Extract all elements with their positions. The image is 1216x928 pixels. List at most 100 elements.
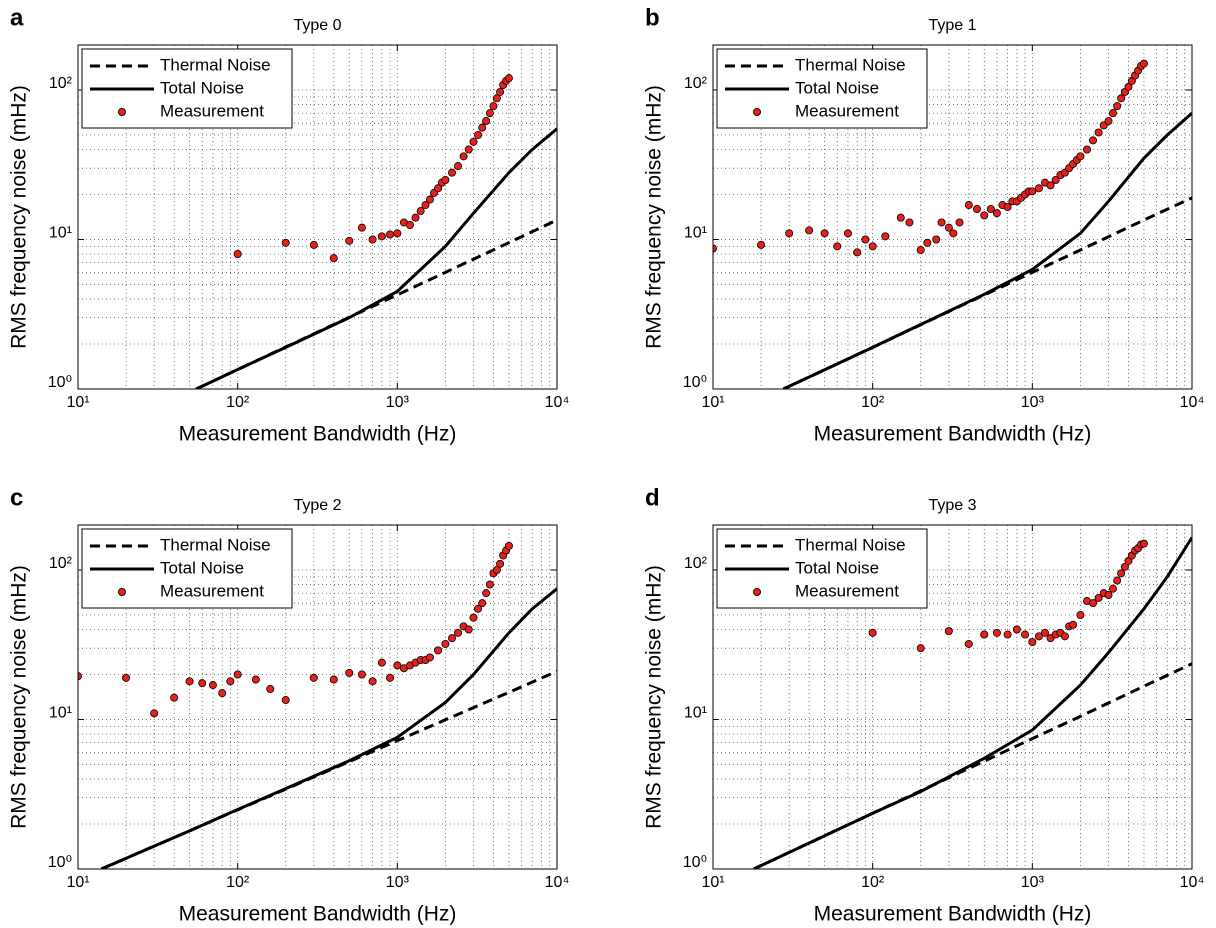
x-axis-label: Measurement Bandwidth (Hz) <box>814 423 1092 446</box>
data-point <box>1028 187 1037 196</box>
data-point <box>208 681 217 690</box>
data-point <box>1113 576 1122 585</box>
data-point <box>1120 562 1129 571</box>
legend-label: Thermal Noise <box>160 55 271 74</box>
data-point <box>1012 625 1021 634</box>
data-point <box>1089 136 1098 145</box>
data-point <box>1113 102 1122 111</box>
plot-content <box>195 74 557 389</box>
data-point <box>1139 59 1148 68</box>
panel-label: a <box>10 4 24 31</box>
data-point <box>853 248 862 257</box>
data-point <box>916 644 925 653</box>
data-point <box>345 236 354 245</box>
data-point <box>411 213 420 222</box>
data-point <box>905 218 914 227</box>
data-point <box>492 566 501 575</box>
data-point <box>448 168 457 177</box>
axes-frame <box>712 44 1193 390</box>
legend-marker <box>118 588 127 597</box>
noise-line <box>753 536 1192 869</box>
data-point <box>368 235 377 244</box>
x-tick-label: 10² <box>861 394 885 411</box>
data-point <box>482 117 491 126</box>
data-point <box>868 628 877 637</box>
data-point <box>251 675 260 684</box>
data-point <box>1051 176 1060 185</box>
data-point <box>1117 94 1126 103</box>
data-point <box>504 74 513 83</box>
data-point <box>896 213 905 222</box>
y-tick-label: 10⁰ <box>48 374 72 391</box>
data-point <box>309 240 318 249</box>
legend-marker <box>118 108 127 117</box>
data-point <box>377 232 386 241</box>
y-tick-label: 10² <box>49 555 73 572</box>
data-point <box>1021 630 1030 639</box>
data-point <box>357 223 366 232</box>
data-point <box>504 541 513 550</box>
y-axis-label: RMS frequency noise (mHz) <box>643 565 666 829</box>
legend-label: Thermal Noise <box>160 535 271 554</box>
data-point <box>421 201 430 210</box>
data-point <box>464 625 473 634</box>
data-point <box>489 102 498 111</box>
data-point <box>233 249 242 258</box>
data-point <box>820 229 829 238</box>
x-axis-label: Measurement Bandwidth (Hz) <box>814 903 1092 926</box>
data-point <box>170 693 179 702</box>
legend-label: Thermal Noise <box>795 55 906 74</box>
data-point <box>492 94 501 103</box>
data-point <box>992 209 1001 218</box>
x-tick-label: 10³ <box>1021 394 1045 411</box>
data-point <box>1108 109 1117 118</box>
data-point <box>861 235 870 244</box>
legend-marker <box>753 108 762 117</box>
data-point <box>377 658 386 667</box>
data-point <box>482 589 491 598</box>
data-point <box>1003 202 1012 211</box>
data-point <box>1094 593 1103 602</box>
data-point <box>233 670 242 679</box>
data-point <box>1060 632 1069 641</box>
data-point <box>454 162 463 171</box>
data-point <box>496 87 505 96</box>
noise-line <box>100 669 557 869</box>
noise-line <box>782 196 1192 389</box>
data-point <box>1124 82 1133 91</box>
y-tick-label: 10⁰ <box>683 854 707 871</box>
axes-frame <box>77 524 558 870</box>
data-point <box>1104 591 1113 600</box>
plot-content <box>713 59 1192 389</box>
data-point <box>345 668 354 677</box>
data-point <box>425 195 434 204</box>
data-point <box>478 123 487 132</box>
data-point <box>944 627 953 636</box>
data-point <box>309 673 318 682</box>
data-point <box>964 201 973 210</box>
legend: Thermal Noise Total Noise Measurement <box>81 528 293 609</box>
y-tick-label: 10¹ <box>684 225 707 242</box>
data-point <box>916 246 925 255</box>
data-point <box>1089 599 1098 608</box>
data-point <box>1003 630 1012 639</box>
data-point <box>972 204 981 213</box>
data-point <box>964 639 973 648</box>
data-point <box>1069 620 1078 629</box>
data-point <box>416 207 425 216</box>
data-point <box>464 145 473 154</box>
data-point <box>944 223 953 232</box>
data-point <box>459 152 468 161</box>
data-point <box>357 670 366 679</box>
y-tick-label: 10¹ <box>684 705 707 722</box>
data-point <box>150 709 159 718</box>
x-tick-label: 10⁴ <box>1180 394 1205 411</box>
legend-label: Total Noise <box>160 558 244 577</box>
data-point <box>434 184 443 193</box>
legend: Thermal Noise Total Noise Measurement <box>81 48 293 129</box>
panel-label: b <box>645 4 660 31</box>
data-point <box>980 630 989 639</box>
data-point <box>1104 117 1113 126</box>
x-tick-label: 10⁴ <box>545 874 570 891</box>
